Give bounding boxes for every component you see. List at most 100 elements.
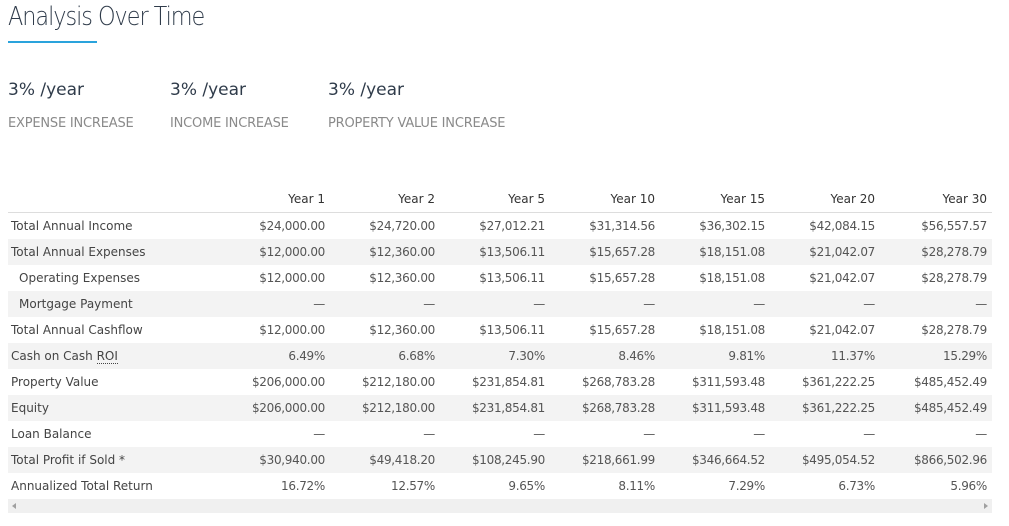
table-cell: $866,502.96: [880, 447, 992, 473]
stat-label: INCOME INCREASE: [170, 116, 289, 131]
table-cell: $24,000.00: [259, 219, 325, 233]
table-cell: $268,783.28: [581, 375, 655, 389]
table-cell: 16.72%: [281, 479, 325, 493]
table-cell: —: [440, 291, 550, 317]
stat-income-increase: 3% /year INCOME INCREASE: [170, 80, 289, 131]
stat-value: 3% /year: [328, 80, 405, 100]
table-cell: $13,506.11: [479, 323, 545, 337]
row-label: Equity: [8, 395, 218, 421]
table-header-row: Year 1 Year 2 Year 5 Year 10 Year 15 Yea…: [8, 186, 992, 213]
column-header: Year 10: [550, 186, 660, 213]
table-cell: $31,314.56: [589, 219, 655, 233]
stat-label: PROPERTY VALUE INCREASE: [328, 116, 506, 131]
column-header: Year 30: [880, 186, 992, 213]
row-label-text: Cash on Cash: [11, 349, 97, 363]
table-cell: —: [660, 291, 770, 317]
table-cell: —: [863, 427, 875, 441]
table-cell: $21,042.07: [809, 323, 875, 337]
column-header: Year 1: [218, 186, 330, 213]
table-cell: $13,506.11: [479, 271, 545, 285]
scroll-right-arrow-icon[interactable]: [984, 503, 988, 509]
page-title: Analysis Over Time: [8, 2, 205, 32]
table-cell: 9.81%: [660, 343, 770, 369]
table-cell: 11.37%: [770, 343, 880, 369]
horizontal-scrollbar[interactable]: [8, 499, 992, 513]
row-label: Total Annual Cashflow: [11, 323, 143, 337]
table-cell: $231,854.81: [440, 395, 550, 421]
column-header: Year 20: [770, 186, 880, 213]
table-cell: —: [770, 291, 880, 317]
table-cell: $49,418.20: [330, 447, 440, 473]
table-cell: $346,664.52: [660, 447, 770, 473]
table-cell: $12,000.00: [218, 239, 330, 265]
table-cell: $42,084.15: [809, 219, 875, 233]
column-header: Year 5: [440, 186, 550, 213]
table-cell: —: [218, 291, 330, 317]
table-cell: —: [533, 427, 545, 441]
row-label: Operating Expenses: [19, 271, 140, 285]
table-cell: $12,000.00: [259, 323, 325, 337]
table-row: Total Annual Cashflow $12,000.00 $12,360…: [8, 317, 992, 343]
table-cell: —: [880, 291, 992, 317]
table-cell: $311,593.48: [691, 375, 765, 389]
scroll-left-arrow-icon[interactable]: [12, 503, 16, 509]
row-label: Annualized Total Return: [11, 479, 153, 493]
table-cell: 5.96%: [950, 479, 987, 493]
table-row: Total Annual Income $24,000.00 $24,720.0…: [8, 213, 992, 240]
table-cell: 7.29%: [728, 479, 765, 493]
table-cell: $28,278.79: [921, 323, 987, 337]
table-cell: 6.49%: [218, 343, 330, 369]
table-cell: $206,000.00: [251, 375, 325, 389]
table-row: Loan Balance — — — — — — —: [8, 421, 992, 447]
table-cell: $13,506.11: [440, 239, 550, 265]
table-row: Annualized Total Return 16.72% 12.57% 9.…: [8, 473, 992, 499]
table-cell: $12,360.00: [369, 323, 435, 337]
table-cell: $361,222.25: [770, 395, 880, 421]
table-row: Property Value $206,000.00 $212,180.00 $…: [8, 369, 992, 395]
title-underline: [8, 41, 97, 43]
table-cell: $212,180.00: [330, 395, 440, 421]
row-label: Total Annual Income: [11, 219, 133, 233]
table-cell: —: [423, 427, 435, 441]
table-cell: $30,940.00: [218, 447, 330, 473]
table-row: Mortgage Payment — — — — — — —: [8, 291, 992, 317]
table-cell: $15,657.28: [589, 323, 655, 337]
table-cell: $18,151.08: [699, 271, 765, 285]
table-cell: $485,452.49: [880, 395, 992, 421]
table-cell: $212,180.00: [361, 375, 435, 389]
table-cell: $361,222.25: [801, 375, 875, 389]
table-cell: —: [975, 427, 987, 441]
row-label: Mortgage Payment: [8, 291, 218, 317]
table-cell: $108,245.90: [440, 447, 550, 473]
row-label: Total Profit if Sold *: [8, 447, 218, 473]
analysis-table-container: Year 1 Year 2 Year 5 Year 10 Year 15 Yea…: [8, 186, 992, 499]
table-cell: $311,593.48: [660, 395, 770, 421]
table-cell: $27,012.21: [479, 219, 545, 233]
table-cell: $485,452.49: [913, 375, 987, 389]
table-cell: —: [330, 291, 440, 317]
table-cell: $218,661.99: [550, 447, 660, 473]
table-cell: 6.68%: [330, 343, 440, 369]
table-cell: —: [313, 427, 325, 441]
stat-expense-increase: 3% /year EXPENSE INCREASE: [8, 80, 134, 131]
table-cell: —: [753, 427, 765, 441]
table-cell: $18,151.08: [699, 323, 765, 337]
table-cell: $15,657.28: [550, 239, 660, 265]
table-cell: $12,360.00: [330, 239, 440, 265]
table-cell: 15.29%: [880, 343, 992, 369]
analysis-table: Year 1 Year 2 Year 5 Year 10 Year 15 Yea…: [8, 186, 992, 499]
table-row: Total Profit if Sold * $30,940.00 $49,41…: [8, 447, 992, 473]
stat-value: 3% /year: [8, 80, 85, 100]
table-cell: $24,720.00: [369, 219, 435, 233]
table-cell: 12.57%: [391, 479, 435, 493]
table-cell: 6.73%: [838, 479, 875, 493]
table-cell: 7.30%: [440, 343, 550, 369]
table-cell: 9.65%: [508, 479, 545, 493]
column-header: Year 15: [660, 186, 770, 213]
table-row: Cash on Cash ROI 6.49% 6.68% 7.30% 8.46%…: [8, 343, 992, 369]
table-cell: $268,783.28: [550, 395, 660, 421]
table-cell: $206,000.00: [218, 395, 330, 421]
table-cell: $15,657.28: [589, 271, 655, 285]
table-cell: $21,042.07: [770, 239, 880, 265]
column-header: Year 2: [330, 186, 440, 213]
